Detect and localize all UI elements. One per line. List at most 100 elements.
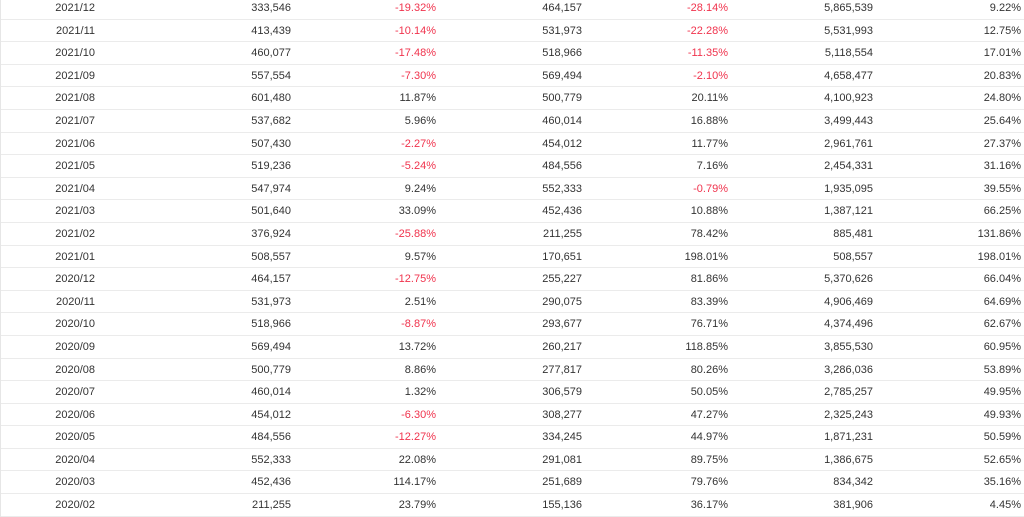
- value-cell-3: 2,961,761: [824, 137, 873, 150]
- date-cell: 2021/08: [55, 92, 95, 105]
- value-cell-3: 508,557: [833, 250, 873, 263]
- percent-cell-3: 12.75%: [983, 24, 1021, 37]
- value-cell-1: 601,480: [251, 92, 291, 105]
- percent-cell-3: 198.01%: [977, 250, 1021, 263]
- date-cell: 2021/07: [55, 114, 95, 127]
- table-row: 2021/03 501,640 33.09% 452,436 10.88% 1,387,1…: [1, 200, 1024, 223]
- value-cell-1: 500,779: [251, 363, 291, 376]
- value-cell-1: 518,966: [251, 318, 291, 331]
- value-cell-2: 306,579: [542, 386, 582, 399]
- value-cell-3: 381,906: [833, 499, 873, 512]
- table-row: 2021/10 460,077 -17.48% 518,966 -11.35% 5,118…: [1, 42, 1024, 65]
- percent-cell-2: 80.26%: [690, 363, 728, 376]
- value-cell-1: 552,333: [251, 453, 291, 466]
- date-cell: 2021/06: [55, 137, 95, 150]
- percent-cell-3: 62.67%: [983, 318, 1021, 331]
- date-cell: 2020/10: [55, 318, 95, 331]
- percent-cell-2: 36.17%: [690, 499, 728, 512]
- percent-cell-3: 60.95%: [983, 340, 1021, 353]
- percent-cell-3: 39.55%: [983, 182, 1021, 195]
- percent-cell-1: 22.08%: [398, 453, 436, 466]
- percent-cell-1: -2.27%: [401, 137, 436, 150]
- percent-cell-1: -12.27%: [395, 431, 436, 444]
- value-cell-2: 170,651: [542, 250, 582, 263]
- date-cell: 2021/04: [55, 182, 95, 195]
- value-cell-2: 251,689: [542, 476, 582, 489]
- value-cell-2: 454,012: [542, 137, 582, 150]
- value-cell-2: 518,966: [542, 47, 582, 60]
- percent-cell-2: -11.35%: [687, 47, 728, 60]
- percent-cell-1: -12.75%: [395, 273, 436, 286]
- table-row: 2021/02 376,924 -25.88% 211,255 78.42% 885,48…: [1, 223, 1024, 246]
- value-cell-3: 1,935,095: [824, 182, 873, 195]
- value-cell-2: 277,817: [542, 363, 582, 376]
- value-cell-3: 4,906,469: [824, 295, 873, 308]
- percent-cell-2: 81.86%: [690, 273, 728, 286]
- value-cell-2: 155,136: [542, 499, 582, 512]
- value-cell-2: 291,081: [542, 453, 582, 466]
- percent-cell-2: 47.27%: [690, 408, 728, 421]
- date-cell: 2020/08: [55, 363, 95, 376]
- percent-cell-2: 7.16%: [696, 160, 728, 173]
- date-cell: 2020/07: [55, 386, 95, 399]
- value-cell-2: 290,075: [542, 295, 582, 308]
- table-row: 2020/05 484,556 -12.27% 334,245 44.97% 1,871,…: [1, 426, 1024, 449]
- percent-cell-3: 66.25%: [983, 205, 1021, 218]
- percent-cell-3: 66.04%: [983, 273, 1021, 286]
- value-cell-1: 557,554: [251, 69, 291, 82]
- value-cell-1: 519,236: [251, 160, 291, 173]
- value-cell-1: 454,012: [251, 408, 291, 421]
- percent-cell-2: 10.88%: [690, 205, 728, 218]
- percent-cell-1: -10.14%: [395, 24, 436, 37]
- value-cell-2: 211,255: [543, 227, 582, 240]
- date-cell: 2020/04: [55, 453, 95, 466]
- date-cell: 2021/05: [55, 160, 95, 173]
- table-row: 2021/09 557,554 -7.30% 569,494 -2.10% 4,658,4…: [1, 65, 1024, 88]
- value-cell-1: 333,546: [251, 2, 291, 14]
- percent-cell-3: 24.80%: [983, 92, 1021, 105]
- value-cell-1: 547,974: [251, 182, 291, 195]
- percent-cell-2: 198.01%: [684, 250, 728, 263]
- value-cell-2: 464,157: [542, 2, 582, 14]
- percent-cell-1: 114.17%: [393, 476, 436, 489]
- percent-cell-1: -25.88%: [395, 227, 436, 240]
- percent-cell-3: 49.93%: [983, 408, 1021, 421]
- percent-cell-1: 11.87%: [399, 92, 437, 105]
- value-cell-2: 552,333: [542, 182, 582, 195]
- date-cell: 2020/12: [55, 273, 95, 286]
- percent-cell-1: -19.32%: [395, 2, 436, 14]
- date-cell: 2020/06: [55, 408, 95, 421]
- table-row: 2021/11 413,439 -10.14% 531,973 -22.28% 5,531…: [1, 20, 1024, 43]
- percent-cell-1: -5.24%: [401, 160, 436, 173]
- percent-cell-2: -2.10%: [693, 69, 728, 82]
- percent-cell-2: -0.79%: [693, 182, 728, 195]
- table-row: 2020/09 569,494 13.72% 260,217 118.85% 3,855,…: [1, 336, 1024, 359]
- percent-cell-1: -6.30%: [401, 408, 436, 421]
- percent-cell-2: 78.42%: [690, 227, 728, 240]
- table-row: 2020/02 211,255 23.79% 155,136 36.17% 381,906…: [1, 494, 1024, 517]
- value-cell-2: 452,436: [542, 205, 582, 218]
- percent-cell-2: 83.39%: [690, 295, 728, 308]
- value-cell-2: 293,677: [542, 318, 582, 331]
- table-row: 2020/03 452,436 114.17% 251,689 79.76% 834,34…: [1, 471, 1024, 495]
- percent-cell-3: 53.89%: [983, 363, 1021, 376]
- percent-cell-3: 27.37%: [983, 137, 1021, 150]
- percent-cell-2: 89.75%: [690, 453, 728, 466]
- percent-cell-3: 52.65%: [983, 453, 1021, 466]
- value-cell-1: 460,077: [251, 47, 291, 60]
- value-cell-3: 1,386,675: [824, 453, 873, 466]
- table-row: 2021/12 333,546 -19.32% 464,157 -28.14% 5,865…: [1, 0, 1024, 20]
- value-cell-1: 452,436: [251, 476, 291, 489]
- value-cell-2: 531,973: [542, 24, 582, 37]
- percent-cell-3: 20.83%: [983, 69, 1021, 82]
- table-row: 2020/07 460,014 1.32% 306,579 50.05% 2,785,25…: [1, 381, 1024, 404]
- value-cell-2: 460,014: [542, 114, 582, 127]
- value-cell-2: 569,494: [542, 69, 582, 82]
- value-cell-3: 834,342: [833, 476, 873, 489]
- value-cell-3: 1,387,121: [824, 205, 873, 218]
- date-cell: 2020/09: [55, 340, 95, 353]
- percent-cell-3: 49.95%: [983, 386, 1021, 399]
- value-cell-1: 413,439: [251, 24, 291, 37]
- percent-cell-2: 76.71%: [690, 318, 728, 331]
